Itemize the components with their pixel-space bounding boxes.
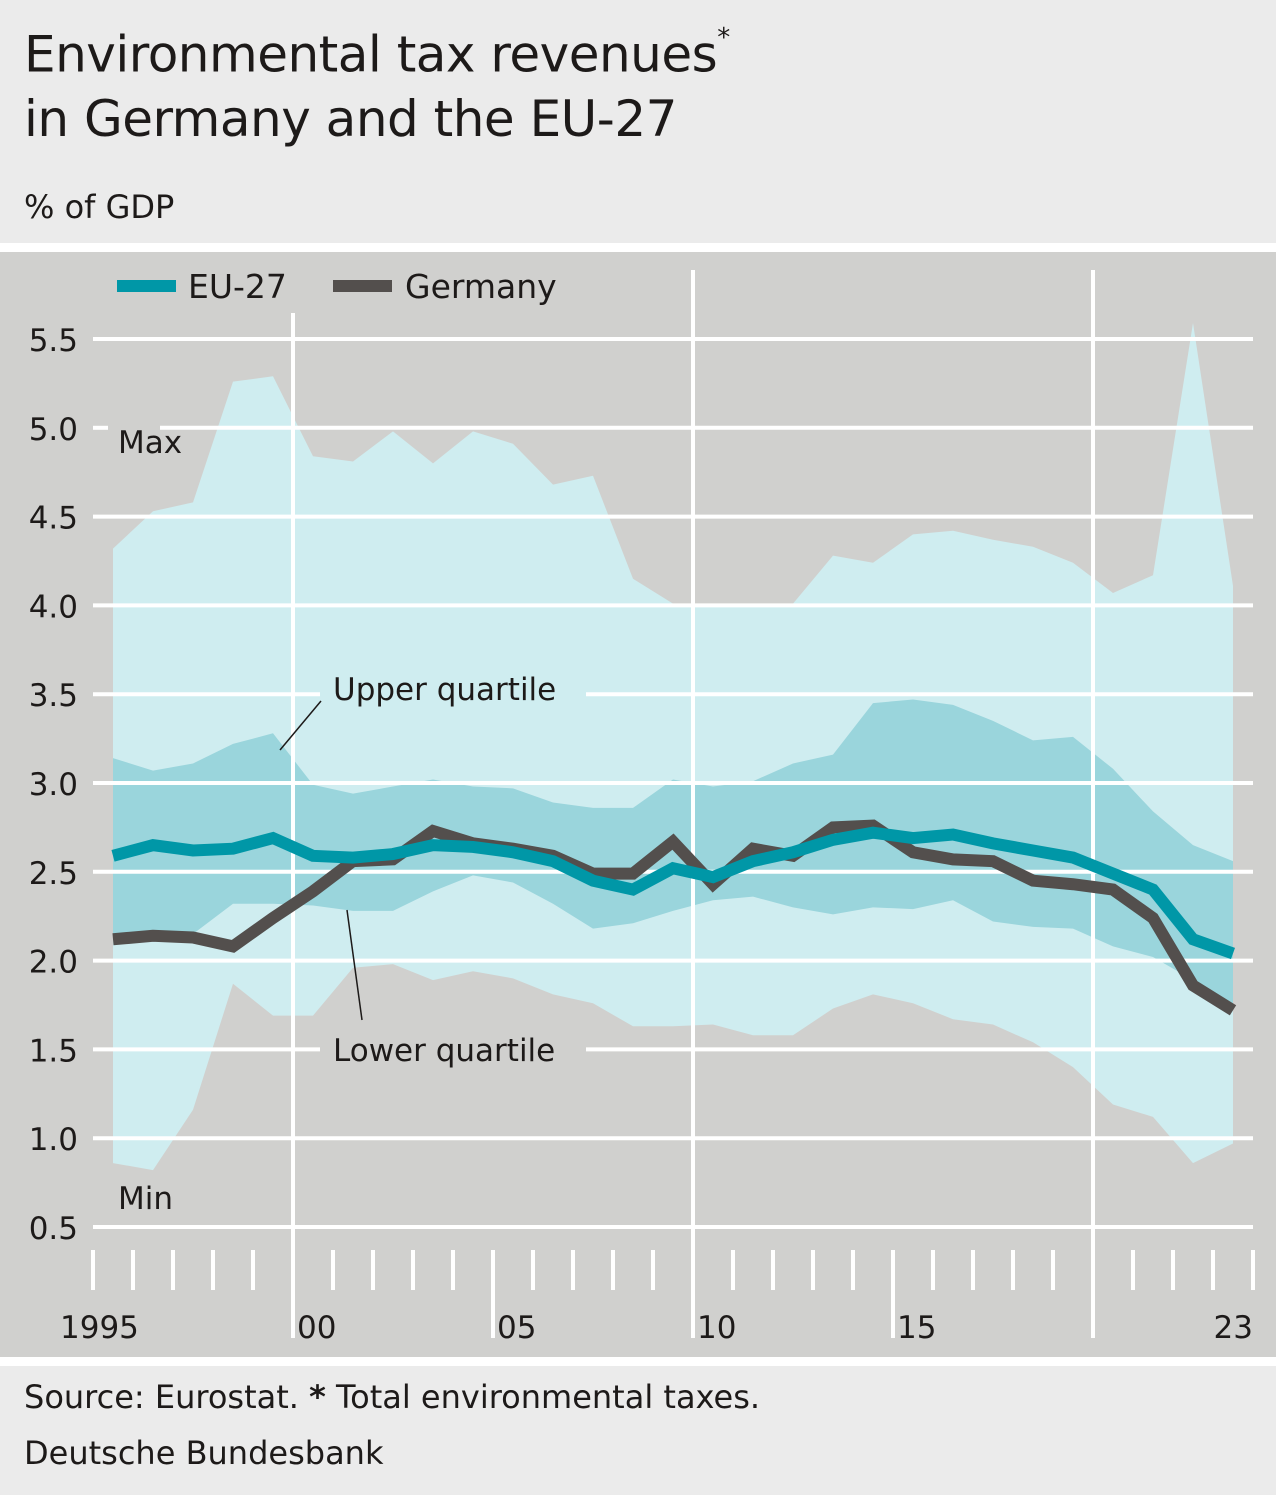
annotation-lower-quartile: Lower quartile — [333, 1033, 555, 1069]
chart-header: Environmental tax revenues* in Germany a… — [0, 0, 1276, 243]
x-tick-label: 15 — [897, 1310, 936, 1346]
source-prefix: Source: Eurostat. — [24, 1378, 310, 1416]
annotation-max: Max — [118, 425, 182, 461]
interquartile-band — [113, 699, 1233, 1004]
x-tick-label: 1995 — [60, 1310, 139, 1346]
annotation-min: Min — [118, 1181, 173, 1217]
legend-swatch-eu27 — [117, 280, 176, 292]
source-asterisk: * — [309, 1378, 326, 1416]
x-tick-label: 00 — [297, 1310, 336, 1346]
title-line-2: in Germany and the EU-27 — [24, 89, 677, 148]
y-tick-label: 1.0 — [29, 1122, 78, 1158]
series-line-eu-27 — [111, 826, 1236, 960]
chart-title: Environmental tax revenues* in Germany a… — [24, 14, 730, 151]
y-tick-label: 2.0 — [29, 945, 78, 981]
y-tick-label: 5.0 — [29, 412, 78, 448]
min-max-band — [113, 323, 1233, 1171]
legend-swatch-germany — [333, 280, 392, 292]
title-line-1: Environmental tax revenues — [24, 25, 718, 84]
title-footnote-marker: * — [717, 23, 730, 53]
chart-svg: Max Min Upper quartile Lower quartile 0.5 1.… — [29, 267, 1255, 1346]
y-tick-label: 3.5 — [29, 678, 78, 714]
y-tick-label: 0.5 — [29, 1211, 78, 1247]
x-tick-label: 05 — [497, 1310, 536, 1346]
chart-panel: Max Min Upper quartile Lower quartile 0.5 1.… — [0, 252, 1276, 1357]
unit-label: % of GDP — [24, 188, 175, 226]
legend-label-germany: Germany — [405, 267, 557, 306]
publisher: Deutsche Bundesbank — [24, 1434, 384, 1472]
lower-quartile-leader-line — [346, 909, 363, 1021]
y-tick-label: 3.0 — [29, 767, 78, 803]
source-note: Source: Eurostat. * Total environmental … — [24, 1378, 760, 1416]
series-line-germany — [112, 819, 1237, 1016]
x-tick-label: 23 — [1214, 1310, 1253, 1346]
x-tick-label: 10 — [697, 1310, 736, 1346]
y-tick-label: 4.0 — [29, 589, 78, 625]
y-tick-label: 5.5 — [29, 323, 78, 359]
y-tick-label: 1.5 — [29, 1033, 78, 1069]
upper-quartile-leader-line — [279, 700, 322, 751]
y-tick-label: 4.5 — [29, 501, 78, 537]
source-footnote: Total environmental taxes. — [325, 1378, 761, 1416]
divider — [0, 1357, 1276, 1366]
divider — [0, 243, 1276, 252]
y-tick-label: 2.5 — [29, 856, 78, 892]
chart-footer: Source: Eurostat. * Total environmental … — [0, 1366, 1276, 1495]
annotation-upper-quartile: Upper quartile — [333, 672, 556, 708]
legend-label-eu27: EU-27 — [188, 267, 287, 306]
